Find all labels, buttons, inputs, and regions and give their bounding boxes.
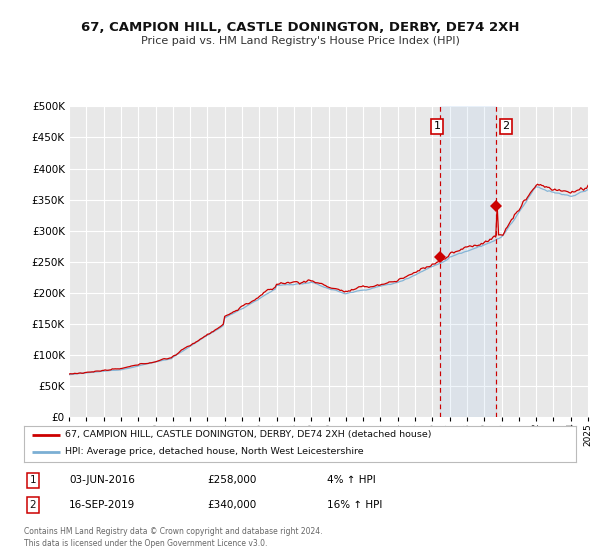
Text: HPI: Average price, detached house, North West Leicestershire: HPI: Average price, detached house, Nort… — [65, 447, 364, 456]
Text: 67, CAMPION HILL, CASTLE DONINGTON, DERBY, DE74 2XH (detached house): 67, CAMPION HILL, CASTLE DONINGTON, DERB… — [65, 430, 432, 439]
Text: Price paid vs. HM Land Registry's House Price Index (HPI): Price paid vs. HM Land Registry's House … — [140, 36, 460, 46]
Text: 4% ↑ HPI: 4% ↑ HPI — [327, 475, 376, 486]
Text: 16-SEP-2019: 16-SEP-2019 — [69, 500, 135, 510]
Text: 03-JUN-2016: 03-JUN-2016 — [69, 475, 135, 486]
Text: 1: 1 — [433, 122, 440, 131]
Text: 1: 1 — [29, 475, 37, 486]
Text: Contains HM Land Registry data © Crown copyright and database right 2024.
This d: Contains HM Land Registry data © Crown c… — [24, 527, 323, 548]
Text: 16% ↑ HPI: 16% ↑ HPI — [327, 500, 382, 510]
Text: £258,000: £258,000 — [207, 475, 256, 486]
Text: £340,000: £340,000 — [207, 500, 256, 510]
Text: 2: 2 — [502, 122, 509, 131]
Bar — [440, 106, 496, 417]
Text: 67, CAMPION HILL, CASTLE DONINGTON, DERBY, DE74 2XH: 67, CAMPION HILL, CASTLE DONINGTON, DERB… — [81, 21, 519, 34]
Text: 2: 2 — [29, 500, 37, 510]
